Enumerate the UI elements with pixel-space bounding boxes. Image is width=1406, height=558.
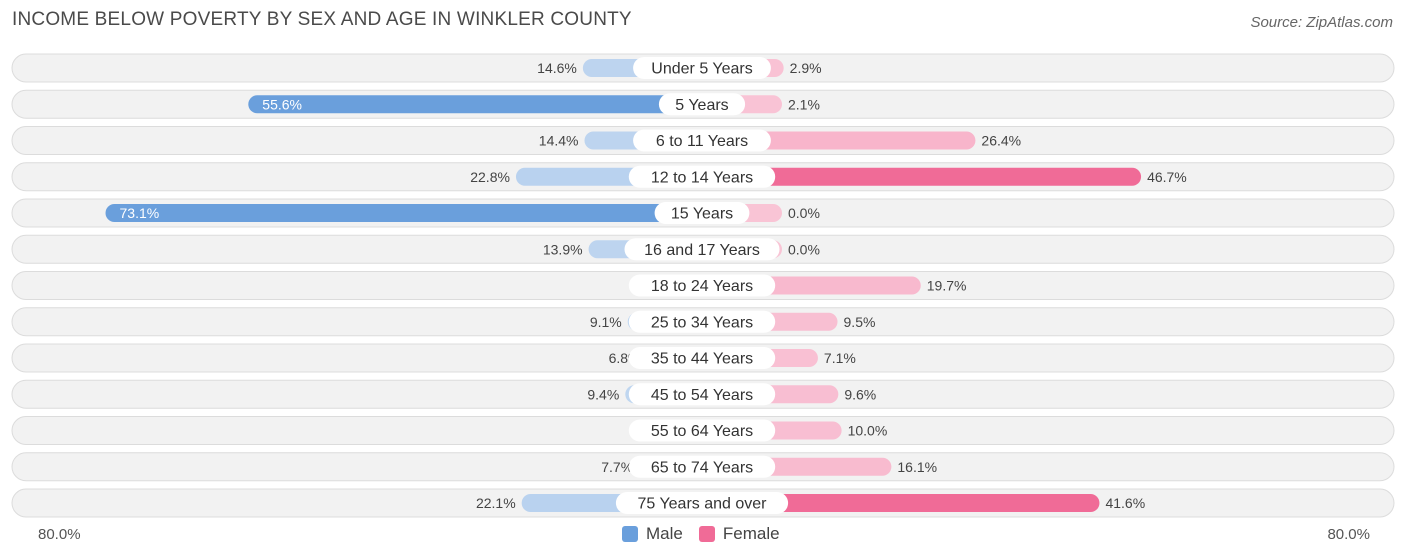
male-bar — [105, 204, 712, 222]
category-label: 6 to 11 Years — [656, 133, 748, 150]
female-value-label: 41.6% — [1105, 495, 1145, 511]
category-label: 35 to 44 Years — [651, 351, 753, 368]
category-label-pill — [628, 165, 776, 188]
legend-swatch-female — [698, 526, 715, 542]
female-value-label: 2.1% — [788, 96, 820, 112]
category-label: Under 5 Years — [651, 61, 752, 78]
female-bar — [692, 494, 1100, 512]
legend-label-female: Female — [722, 524, 780, 543]
axis-left-label: 80.0% — [38, 526, 81, 543]
male-value-label: 9.4% — [587, 386, 619, 402]
category-label-pill — [658, 93, 746, 116]
legend: Male Female — [622, 524, 788, 544]
category-label-pill — [628, 347, 776, 369]
category-label: 65 to 74 Years — [651, 459, 753, 476]
male-value-label: 55.6% — [262, 96, 302, 112]
male-value-label: 7.7% — [601, 459, 633, 475]
male-value-label: 22.1% — [476, 495, 516, 511]
male-value-label: 73.1% — [120, 205, 160, 221]
legend-item-female: Female — [698, 524, 780, 544]
female-value-label: 7.1% — [824, 350, 856, 366]
male-value-label: 13.9% — [543, 241, 583, 257]
category-label: 45 to 54 Years — [651, 387, 753, 404]
male-value-label: 9.1% — [590, 314, 622, 330]
male-bar — [248, 95, 712, 114]
legend-item-male: Male — [622, 524, 683, 544]
category-label: 75 Years and over — [638, 496, 768, 513]
female-value-label: 26.4% — [981, 133, 1021, 149]
female-value-label: 0.0% — [788, 241, 820, 257]
axis-right-label: 80.0% — [1327, 526, 1370, 543]
legend-label-male: Male — [646, 524, 683, 543]
category-label: 55 to 64 Years — [651, 423, 753, 440]
category-label: 25 to 34 Years — [651, 314, 753, 331]
category-label-pill — [633, 57, 771, 79]
category-label-pill — [615, 492, 789, 514]
category-label-pill — [628, 455, 776, 478]
male-value-label: 22.8% — [470, 169, 510, 185]
female-value-label: 9.5% — [844, 314, 876, 330]
female-value-label: 0.0% — [788, 205, 820, 221]
female-value-label: 10.0% — [848, 423, 888, 439]
category-label-pill — [628, 274, 776, 297]
category-label: 15 Years — [671, 206, 733, 223]
category-label-pill — [654, 202, 750, 224]
male-value-label: 14.4% — [539, 133, 579, 149]
category-label: 12 to 14 Years — [651, 169, 753, 186]
female-value-label: 16.1% — [897, 459, 937, 475]
category-label-pill — [628, 310, 776, 333]
chart-canvas: 14.6% 2.9% Under 5 Years 55.6% 2.1% 5 Years 14… — [11, 53, 1395, 518]
male-value-label: 14.6% — [537, 60, 577, 76]
category-label: 5 Years — [675, 97, 728, 114]
female-value-label: 19.7% — [927, 278, 967, 294]
category-label: 18 to 24 Years — [651, 278, 753, 295]
female-bar — [692, 167, 1142, 186]
source-credit: Source: ZipAtlas.com — [1250, 14, 1393, 31]
female-value-label: 46.7% — [1147, 169, 1187, 185]
category-label-pill — [628, 383, 776, 406]
category-label-pill — [628, 419, 776, 442]
chart-title: INCOME BELOW POVERTY BY SEX AND AGE IN W… — [12, 9, 632, 30]
female-value-label: 2.9% — [790, 60, 822, 76]
category-label-pill — [624, 238, 780, 261]
legend-swatch-male — [622, 526, 638, 542]
category-label: 16 and 17 Years — [644, 242, 760, 259]
female-value-label: 9.6% — [844, 386, 876, 402]
category-label-pill — [633, 129, 771, 152]
